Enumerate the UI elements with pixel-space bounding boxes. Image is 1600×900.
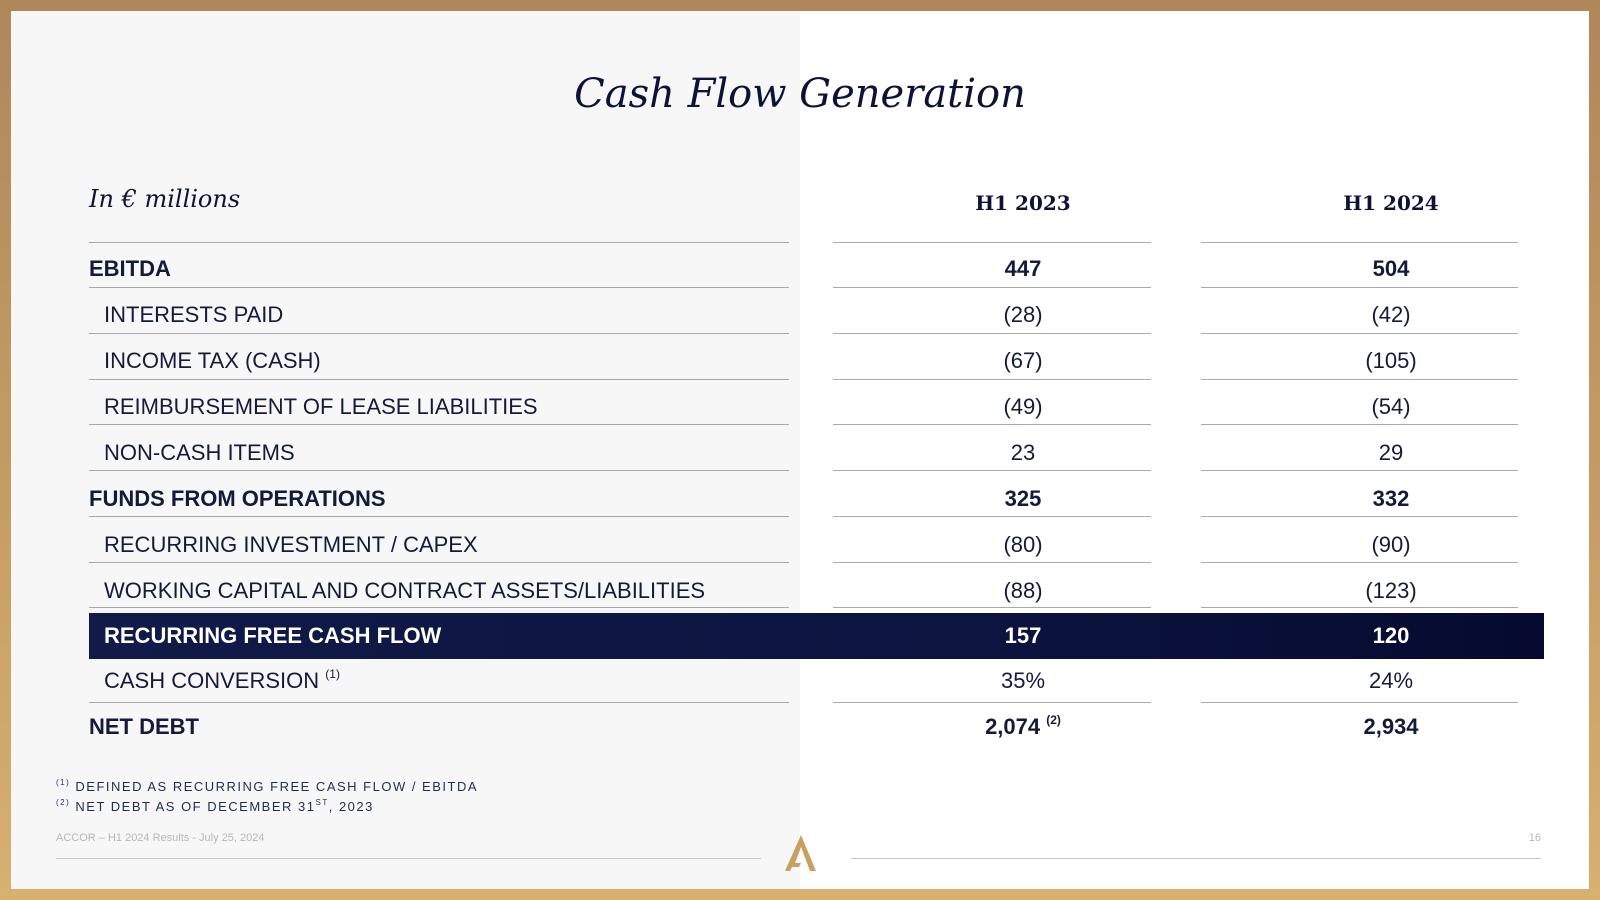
value-h1-2023: 157	[1004, 623, 1042, 648]
value-h1-2023: 23	[1010, 440, 1036, 465]
row-separator-line	[89, 242, 789, 243]
footnote-text: NET DEBT AS OF DECEMBER 31	[75, 799, 316, 814]
accor-logo-icon	[785, 835, 816, 871]
row-separator-line	[833, 287, 1151, 288]
row-separator-line	[833, 562, 1151, 563]
footer-divider-right	[851, 858, 1541, 859]
row-label: EBITDA	[89, 256, 171, 281]
row-separator-line	[89, 702, 789, 703]
row-separator-line	[89, 516, 789, 517]
row-label: INCOME TAX (CASH)	[104, 348, 321, 373]
row-label: RECURRING FREE CASH FLOW	[104, 623, 442, 648]
row-label: RECURRING INVESTMENT / CAPEX	[104, 532, 478, 557]
row-label: NON-CASH ITEMS	[104, 440, 295, 465]
footer-divider-left	[56, 858, 761, 859]
value-h1-2024: (105)	[1365, 348, 1417, 373]
value-h1-2024: 332	[1372, 486, 1410, 511]
value-h1-2024: (54)	[1371, 394, 1411, 419]
footnote-marker: (1)	[56, 777, 71, 787]
value-h1-2024: 504	[1372, 256, 1410, 281]
row-label: NET DEBT	[89, 714, 199, 739]
row-separator-line	[833, 424, 1151, 425]
row-label-wrap: CASH CONVERSION (1)	[104, 658, 340, 704]
highlight-band	[89, 613, 1544, 659]
row-separator-line	[89, 379, 789, 380]
row-label: FUNDS FROM OPERATIONS	[89, 486, 386, 511]
value-h1-2024: 2,934	[1363, 714, 1419, 739]
footer-caption: ACCOR – H1 2024 Results - July 25, 2024	[56, 832, 265, 844]
row-separator-line	[833, 470, 1151, 471]
row-separator-line	[1201, 470, 1518, 471]
row-separator-line	[1201, 702, 1518, 703]
value-h1-2024: 24%	[1368, 668, 1414, 693]
value-h1-2023-wrap: 2,074 (2)	[862, 704, 1184, 750]
value-h1-2023: (88)	[1003, 578, 1043, 603]
value-h1-2024: 120	[1372, 623, 1410, 648]
row-label: REIMBURSEMENT OF LEASE LIABILITIES	[104, 394, 538, 419]
column-header-h1-2024: H1 2024	[1343, 191, 1439, 215]
row-separator-line	[1201, 562, 1518, 563]
value-h1-2024: 29	[1378, 440, 1404, 465]
row-separator-line	[89, 287, 789, 288]
slide: Cash Flow Generation In € millions H1 20…	[11, 11, 1589, 889]
row-separator-line	[833, 702, 1151, 703]
row-separator-line	[833, 333, 1151, 334]
value-h1-2024: (42)	[1371, 302, 1411, 327]
value-h1-2024: (123)	[1365, 578, 1417, 603]
footnote-text: DEFINED AS RECURRING FREE CASH FLOW / EB…	[75, 779, 479, 794]
row-separator-line	[89, 470, 789, 471]
value-h1-2023: 2,074	[985, 714, 1041, 739]
row-separator-line	[1201, 379, 1518, 380]
footnote-superscript: ST	[315, 797, 329, 807]
slide-title: Cash Flow Generation	[574, 71, 1026, 117]
footnote-marker: (2)	[1046, 712, 1061, 727]
left-panel-background	[11, 11, 800, 889]
row-separator-line	[1201, 516, 1518, 517]
row-separator-line	[89, 424, 789, 425]
row-label: CASH CONVERSION	[104, 668, 320, 693]
value-h1-2023: (49)	[1003, 394, 1043, 419]
row-separator-line	[833, 242, 1151, 243]
value-h1-2023: 447	[1004, 256, 1042, 281]
footnote-text-after: , 2023	[328, 799, 374, 814]
row-separator-line	[833, 607, 1151, 608]
value-h1-2023: (28)	[1003, 302, 1043, 327]
footnote-marker: (2)	[56, 797, 71, 807]
value-h1-2023: 35%	[1000, 668, 1046, 693]
value-h1-2024: (90)	[1371, 532, 1411, 557]
page-number: 16	[1528, 832, 1541, 844]
footnote-2: (2) NET DEBT AS OF DECEMBER 31ST, 2023	[56, 797, 374, 814]
row-separator-line	[1201, 287, 1518, 288]
row-label: WORKING CAPITAL AND CONTRACT ASSETS/LIAB…	[104, 578, 706, 603]
unit-label: In € millions	[89, 185, 241, 213]
row-separator-line	[89, 333, 789, 334]
value-h1-2023: 325	[1004, 486, 1042, 511]
row-separator-line	[1201, 424, 1518, 425]
row-separator-line	[1201, 333, 1518, 334]
row-separator-line	[1201, 607, 1518, 608]
row-separator-line	[89, 607, 789, 608]
footnote-marker: (1)	[325, 666, 340, 681]
row-separator-line	[1201, 242, 1518, 243]
row-separator-line	[833, 379, 1151, 380]
footnote-1: (1) DEFINED AS RECURRING FREE CASH FLOW …	[56, 777, 479, 794]
value-h1-2023: (80)	[1003, 532, 1043, 557]
value-h1-2023: (67)	[1003, 348, 1043, 373]
column-header-h1-2023: H1 2023	[975, 191, 1071, 215]
row-separator-line	[833, 516, 1151, 517]
row-separator-line	[89, 562, 789, 563]
row-label: INTERESTS PAID	[104, 302, 284, 327]
